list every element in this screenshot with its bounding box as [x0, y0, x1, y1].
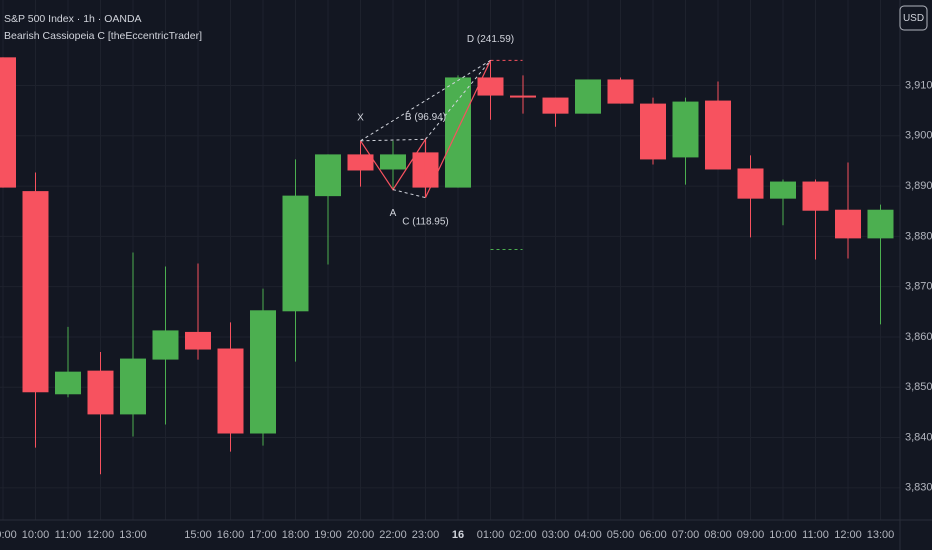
- x-tick-label: 09:00: [737, 529, 765, 541]
- x-tick-label: 23:00: [412, 529, 440, 541]
- candle-body: [120, 358, 146, 415]
- y-tick-label: 3,900.0: [905, 130, 932, 142]
- x-tick-label: 13:00: [867, 529, 895, 541]
- x-tick-label: 11:00: [55, 529, 82, 541]
- x-tick-label: 18:00: [282, 529, 310, 541]
- candle-body: [607, 79, 634, 104]
- y-tick-label: 3,910.0: [905, 79, 932, 91]
- x-tick-label: 12:00: [834, 529, 862, 541]
- candle-body: [250, 310, 276, 434]
- x-tick-label: 19:00: [314, 529, 342, 541]
- x-tick-label: 09:00: [0, 529, 17, 541]
- candle-body: [347, 154, 374, 171]
- x-tick-label: 06:00: [639, 529, 667, 541]
- pattern-label: D (241.59): [467, 34, 514, 45]
- currency-box[interactable]: [899, 5, 928, 31]
- candle-body: [575, 79, 601, 114]
- candle-body: [705, 100, 731, 170]
- candle-body: [0, 57, 16, 188]
- y-tick-label: 3,840.0: [905, 431, 932, 443]
- candle-body: [770, 181, 796, 199]
- candle-body: [672, 101, 699, 158]
- candle-body: [737, 168, 764, 199]
- candle-body: [380, 154, 406, 170]
- x-tick-label: 16: [452, 529, 464, 541]
- candle-body: [867, 209, 894, 239]
- candle-body: [185, 331, 211, 350]
- candle-body: [445, 77, 471, 188]
- y-tick-label: 3,830.0: [905, 482, 932, 494]
- x-tick-label: 17:00: [249, 529, 277, 541]
- candle-body: [477, 77, 504, 96]
- candle-body: [217, 348, 244, 434]
- candle-body: [282, 195, 309, 312]
- candle-body: [55, 371, 81, 395]
- candle-body: [510, 95, 536, 98]
- pattern-label: B (96.94): [405, 112, 446, 123]
- x-tick-label: 08:00: [704, 529, 732, 541]
- candle-body: [22, 191, 49, 393]
- x-tick-label: 22:00: [379, 529, 407, 541]
- indicator-name: Bearish Cassiopeia C [theEccentricTrader…: [4, 30, 202, 42]
- x-tick-label: 13:00: [119, 529, 147, 541]
- x-tick-label: 16:00: [217, 529, 245, 541]
- y-tick-label: 3,890.0: [905, 180, 932, 192]
- candle-body: [802, 181, 829, 211]
- candle-body: [152, 330, 179, 360]
- pattern-label: X: [357, 112, 364, 123]
- y-tick-label: 3,880.0: [905, 230, 932, 242]
- x-tick-label: 10:00: [769, 529, 797, 541]
- x-tick-label: 01:00: [477, 529, 505, 541]
- candle-body: [315, 154, 341, 197]
- currency[interactable]: USD: [903, 13, 924, 24]
- plot: [0, 57, 894, 475]
- y-tick-label: 3,860.0: [905, 331, 932, 343]
- x-tick-label: 04:00: [574, 529, 602, 541]
- candle-body: [87, 370, 114, 415]
- pattern-label: C (118.95): [402, 216, 449, 227]
- pattern-label: A: [390, 208, 397, 219]
- pattern-dashed: [360, 138, 426, 142]
- x-tick-label: 03:00: [542, 529, 570, 541]
- x-tick-label: 11:00: [802, 529, 829, 541]
- chart-title: S&P 500 Index · 1h · OANDA: [4, 13, 142, 25]
- pattern-legs: [360, 60, 492, 198]
- pattern-dashed: [425, 60, 491, 140]
- x-tick-label: 10:00: [22, 529, 50, 541]
- x-tick-label: 07:00: [672, 529, 700, 541]
- candle-body: [640, 103, 666, 160]
- pattern-dashed: [360, 59, 491, 142]
- candle-body: [542, 97, 569, 114]
- y-tick-label: 3,870.0: [905, 281, 932, 293]
- x-tick-label: 05:00: [607, 529, 635, 541]
- y-tick-label: 3,850.0: [905, 381, 932, 393]
- x-tick-label: 15:00: [184, 529, 212, 541]
- x-tick-label: 20:00: [347, 529, 375, 541]
- x-tick-label: 12:00: [87, 529, 115, 541]
- candle-body: [835, 209, 861, 239]
- x-tick-label: 02:00: [509, 529, 537, 541]
